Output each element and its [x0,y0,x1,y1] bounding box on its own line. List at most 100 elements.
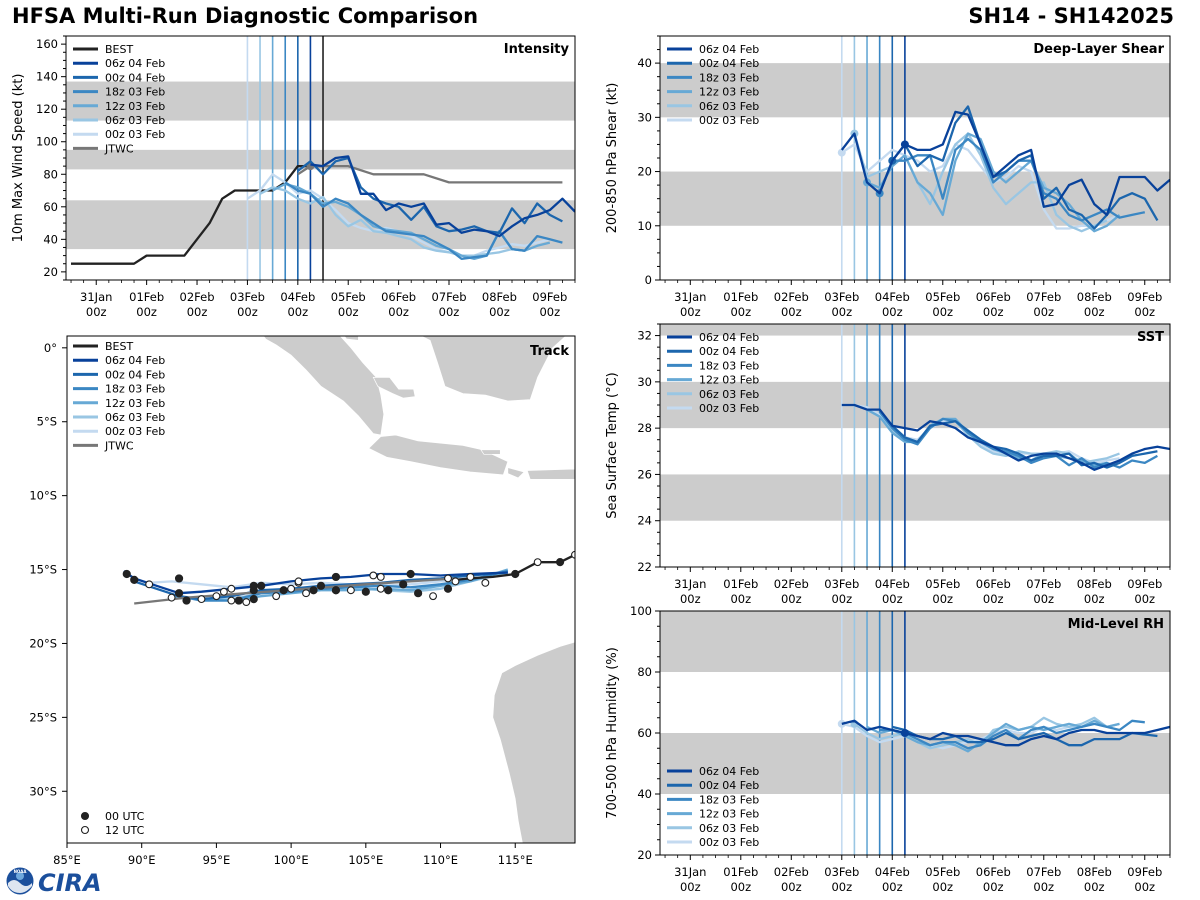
track-point-12utc [287,584,296,593]
track-point-00utc [249,586,258,595]
track-point-12utc [466,572,475,581]
legend-label: 00z 04 Feb [105,368,165,381]
land-nusa-tenggara [526,468,575,480]
panel-title: SST [1137,330,1164,345]
track-point-12utc [294,577,303,586]
legend-label: 00z 03 Feb [105,425,165,438]
track-point-12utc [227,596,236,605]
panel-rh: 2040608010031Jan00z01Feb00z02Feb00z03Feb… [605,604,1171,894]
track-point-00utc [234,596,243,605]
track-point-00utc [414,589,423,598]
plot-area-shear [660,36,1170,280]
x-tick-label: 03Feb [230,290,265,304]
legend-label: 18z 03 Feb [105,86,165,99]
x-tick-label: 00z [983,592,1004,606]
y-tick-label: 30 [637,110,652,124]
seal-text: NOAA [14,869,28,874]
track-point-00utc [279,586,288,595]
shaded-band [660,171,1170,226]
x-tick-label: 00z [338,305,359,319]
x-tick-label: 01Feb [723,577,758,591]
land-sumatra [263,336,385,436]
track-point-00utc [182,596,191,605]
axes-frame [659,323,1171,568]
x-tick-label: 06Feb [976,577,1011,591]
panel-sst: 22242628303231Jan00z01Feb00z02Feb00z03Fe… [605,323,1171,606]
y-tick-label: 40 [637,56,652,70]
track-point-12utc [197,595,206,604]
legend-label: 12z 03 Feb [105,397,165,410]
x-tick-label: 00z [136,305,157,319]
land-riau [343,336,359,341]
marker-legend-label: 12 UTC [105,824,145,837]
x-tick-label: 08Feb [1077,865,1112,879]
cira-logo-text: CIRA [38,869,102,896]
x-tick-label: 06Feb [381,290,416,304]
legend-label: 06z 04 Feb [105,354,165,367]
shaded-band [660,324,1170,336]
y-tick-label: 20 [43,265,58,279]
x-tick-label: 00z [1084,305,1105,319]
map-frame [66,335,576,844]
track-point-12utc [212,592,221,601]
marker-legend-hollow [80,825,90,835]
x-tick-label: 01Feb [129,290,164,304]
plot-area-sst [660,324,1170,567]
shaded-band [66,149,575,170]
x-tick-label: 07Feb [1026,865,1061,879]
track-point-12utc [444,574,452,583]
legend-label: 18z 03 Feb [699,793,759,806]
y-tick-label: 80 [637,665,652,679]
legend-label: 06z 03 Feb [105,411,165,424]
track-point-12utc [242,598,251,607]
x-tick-label: 00z [1033,880,1054,894]
legend-label: JTWC [104,142,134,155]
x-tick-label: 02Feb [180,290,215,304]
panel-title: Mid-Level RH [1068,617,1164,632]
x-tick-label: 31Jan [674,290,706,304]
track-point-12utc [376,584,385,593]
x-tick-label: 00z [1084,880,1105,894]
x-tick-label: 00z [1084,592,1105,606]
lon-tick-label: 115°E [498,853,533,867]
legend-label: 06z 03 Feb [105,114,165,127]
track-point-12utc [302,589,311,598]
y-axis-label: 200-850 hPa Shear (kt) [605,83,620,234]
lat-tick-label: 0° [44,341,57,355]
x-tick-label: 05Feb [925,290,960,304]
x-tick-label: 00z [680,880,701,894]
x-tick-label: 07Feb [1026,290,1061,304]
track-line-06z-04-feb [123,570,508,595]
track-point-12utc [167,593,176,602]
legend-label: BEST [105,43,133,56]
legend-label: 18z 03 Feb [699,359,759,372]
series-line-18z-03-feb [879,719,1145,750]
x-tick-label: 02Feb [774,290,809,304]
track-point-12utc [369,571,378,580]
lon-tick-label: 105°E [348,853,383,867]
y-tick-label: 120 [36,102,58,116]
lon-tick-label: 85°E [53,853,81,867]
legend-label: 12z 03 Feb [699,374,759,387]
x-tick-label: 05Feb [925,577,960,591]
x-tick-label: 06Feb [976,290,1011,304]
land-western-australia [492,641,575,843]
x-tick-label: 00z [730,592,751,606]
x-tick-label: 03Feb [824,865,859,879]
track-point-00utc [443,584,453,593]
track-point-00utc [331,572,341,582]
track-point-00utc [399,580,408,589]
x-tick-label: 00z [287,305,308,319]
x-tick-label: 00z [730,880,751,894]
x-tick-label: 00z [1134,305,1155,319]
series-line-12z-03-feb [866,132,1121,233]
series-line-06z-04-feb [841,719,1170,747]
lat-tick-label: 25°S [29,710,57,724]
panel-title: Deep-Layer Shear [1033,42,1164,57]
legend-label: 12z 03 Feb [699,86,759,99]
series-line-06z-04-feb [310,155,575,238]
panel-title: Track [530,344,569,359]
x-tick-label: 00z [187,305,208,319]
series-line-06z-04-feb [840,110,1170,217]
x-tick-label: 00z [831,880,852,894]
